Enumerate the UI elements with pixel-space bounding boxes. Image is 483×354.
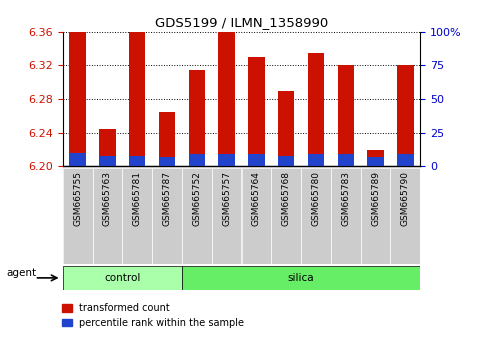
Bar	[152, 168, 182, 264]
Title: GDS5199 / ILMN_1358990: GDS5199 / ILMN_1358990	[155, 16, 328, 29]
Bar	[308, 53, 324, 166]
Bar	[63, 266, 182, 290]
Bar	[368, 157, 384, 166]
Text: control: control	[104, 273, 141, 283]
Text: GSM665755: GSM665755	[73, 171, 82, 226]
Bar	[218, 32, 235, 166]
Bar	[159, 112, 175, 166]
Bar	[248, 57, 265, 166]
Text: silica: silica	[288, 273, 314, 283]
Bar	[368, 150, 384, 166]
Bar	[189, 70, 205, 166]
Bar	[129, 32, 145, 166]
Bar	[182, 266, 420, 290]
Text: GSM665787: GSM665787	[163, 171, 171, 226]
Bar	[70, 153, 86, 166]
Bar	[212, 168, 242, 264]
Bar	[271, 168, 301, 264]
Bar	[122, 168, 152, 264]
Bar	[338, 65, 354, 166]
Bar	[70, 32, 86, 166]
Bar	[129, 156, 145, 166]
Bar	[338, 154, 354, 166]
Text: GSM665752: GSM665752	[192, 171, 201, 226]
Bar	[361, 168, 390, 264]
Text: agent: agent	[6, 268, 36, 278]
Bar	[278, 91, 294, 166]
Text: GSM665789: GSM665789	[371, 171, 380, 226]
Bar	[218, 154, 235, 166]
Bar	[390, 168, 420, 264]
Bar	[99, 156, 115, 166]
Bar	[278, 156, 294, 166]
Text: GSM665768: GSM665768	[282, 171, 291, 226]
Bar	[331, 168, 361, 264]
Bar	[159, 157, 175, 166]
Text: GSM665763: GSM665763	[103, 171, 112, 226]
Bar	[301, 168, 331, 264]
Text: GSM665781: GSM665781	[133, 171, 142, 226]
Bar	[248, 154, 265, 166]
Text: GSM665780: GSM665780	[312, 171, 320, 226]
Legend: transformed count, percentile rank within the sample: transformed count, percentile rank withi…	[58, 299, 248, 332]
Bar	[242, 168, 271, 264]
Text: GSM665790: GSM665790	[401, 171, 410, 226]
Bar	[397, 65, 413, 166]
Bar	[93, 168, 122, 264]
Bar	[99, 129, 115, 166]
Text: GSM665764: GSM665764	[252, 171, 261, 226]
Text: GSM665757: GSM665757	[222, 171, 231, 226]
Bar	[189, 154, 205, 166]
Bar	[63, 168, 93, 264]
Text: GSM665783: GSM665783	[341, 171, 350, 226]
Bar	[308, 154, 324, 166]
Bar	[397, 154, 413, 166]
Bar	[182, 168, 212, 264]
